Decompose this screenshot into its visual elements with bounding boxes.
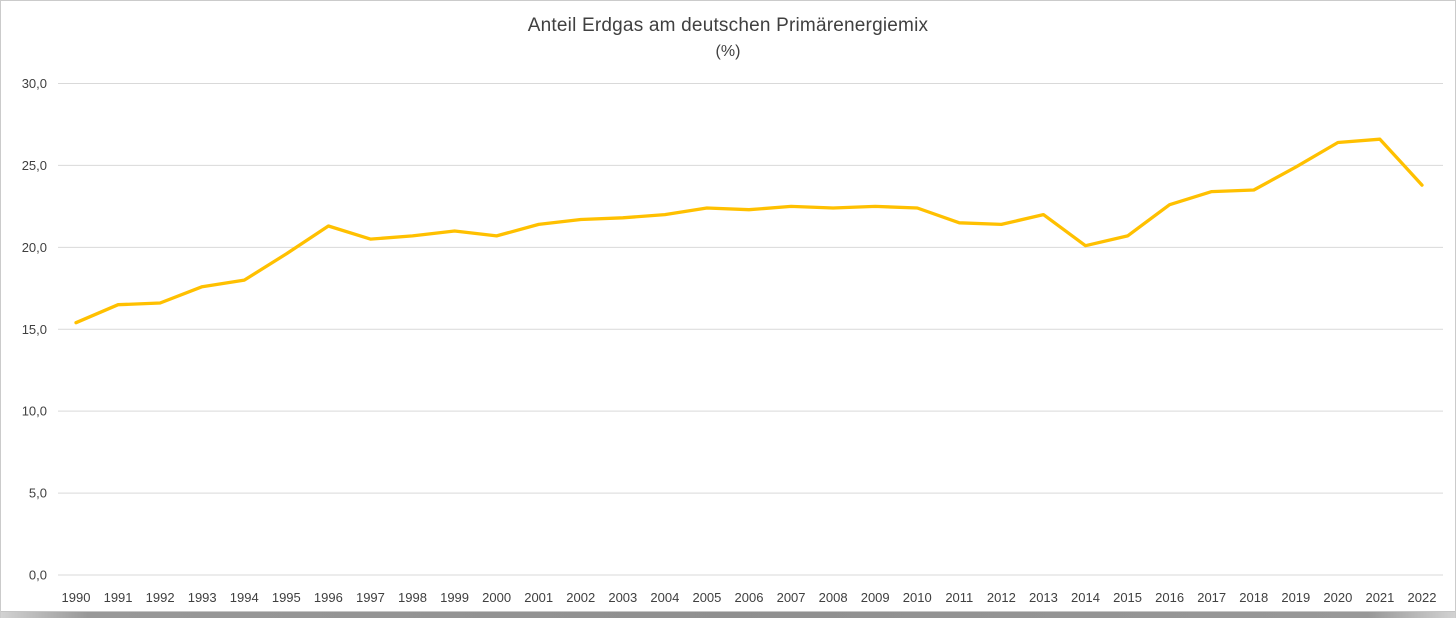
x-tick-label: 1998 bbox=[398, 590, 427, 605]
x-tick-label: 1996 bbox=[314, 590, 343, 605]
x-tick-label: 2000 bbox=[482, 590, 511, 605]
erdgas-share-line bbox=[74, 137, 1424, 325]
chart-subtitle: (%) bbox=[715, 43, 741, 60]
x-tick-label: 2003 bbox=[608, 590, 637, 605]
x-tick-label: 2009 bbox=[861, 590, 890, 605]
x-axis-tick-labels: 1990 1991 1992 1993 1994 1995 1996 1997 1998 1999… bbox=[62, 590, 1437, 605]
gridlines-group bbox=[58, 83, 1443, 576]
x-tick-label: 1999 bbox=[440, 590, 469, 605]
x-tick-label: 2006 bbox=[735, 590, 764, 605]
x-tick-label: 1995 bbox=[272, 590, 301, 605]
x-tick-label: 2014 bbox=[1071, 590, 1100, 605]
x-tick-label: 2002 bbox=[566, 590, 595, 605]
x-tick-label: 1993 bbox=[188, 590, 217, 605]
y-tick-label: 25,0 bbox=[22, 158, 47, 173]
data-series-group bbox=[74, 137, 1424, 325]
x-tick-label: 1992 bbox=[146, 590, 175, 605]
x-tick-label: 2021 bbox=[1365, 590, 1394, 605]
x-tick-label: 2015 bbox=[1113, 590, 1142, 605]
x-tick-label: 2020 bbox=[1323, 590, 1352, 605]
x-tick-label: 2005 bbox=[692, 590, 721, 605]
x-tick-label: 1990 bbox=[62, 590, 91, 605]
x-tick-label: 2001 bbox=[524, 590, 553, 605]
y-axis-tick-labels: 0,0 5,0 10,0 15,0 20,0 25,0 30,0 bbox=[22, 76, 47, 583]
y-tick-label: 10,0 bbox=[22, 404, 47, 419]
x-tick-label: 1991 bbox=[104, 590, 133, 605]
x-tick-label: 1994 bbox=[230, 590, 259, 605]
x-tick-label: 2004 bbox=[650, 590, 679, 605]
x-tick-label: 2007 bbox=[777, 590, 806, 605]
x-tick-label: 2022 bbox=[1408, 590, 1437, 605]
x-tick-label: 2008 bbox=[819, 590, 848, 605]
window-bottom-edge bbox=[1, 611, 1455, 618]
x-tick-label: 2013 bbox=[1029, 590, 1058, 605]
y-tick-label: 30,0 bbox=[22, 76, 47, 91]
x-tick-label: 2016 bbox=[1155, 590, 1184, 605]
x-tick-label: 2011 bbox=[945, 590, 973, 605]
y-tick-label: 5,0 bbox=[29, 486, 47, 501]
x-tick-label: 1997 bbox=[356, 590, 385, 605]
x-tick-label: 2019 bbox=[1281, 590, 1310, 605]
chart-title: Anteil Erdgas am deutschen Primärenergie… bbox=[527, 15, 929, 36]
y-tick-label: 15,0 bbox=[22, 322, 47, 337]
x-tick-label: 2012 bbox=[987, 590, 1016, 605]
x-tick-label: 2010 bbox=[903, 590, 932, 605]
y-tick-label: 20,0 bbox=[22, 240, 47, 255]
y-tick-label: 0,0 bbox=[29, 568, 47, 583]
x-tick-label: 2017 bbox=[1197, 590, 1226, 605]
x-tick-label: 2018 bbox=[1239, 590, 1268, 605]
